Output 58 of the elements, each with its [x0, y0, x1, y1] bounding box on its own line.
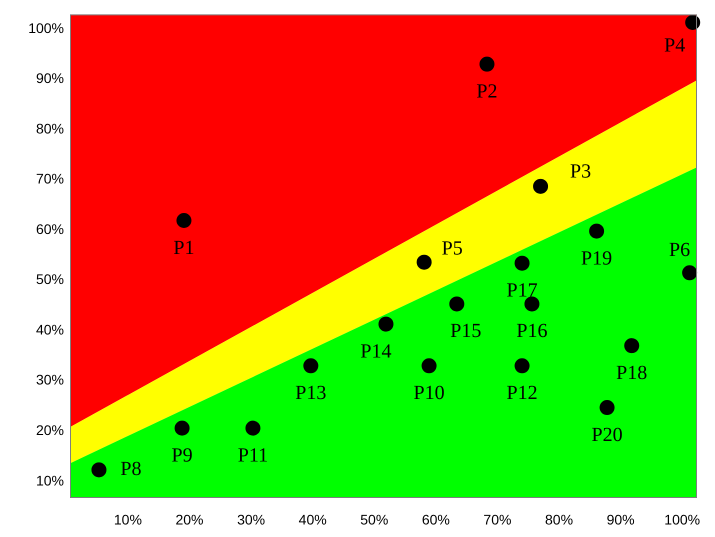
annotation: P1 [173, 236, 195, 259]
annotation: P13 [295, 382, 326, 404]
point [514, 256, 530, 271]
annotation: P3 [570, 160, 592, 183]
annotation: P5 [442, 237, 463, 260]
x-tick-label: 60% [422, 511, 450, 528]
annotation: P20 [592, 424, 623, 446]
point [91, 462, 106, 478]
point [624, 338, 640, 354]
point [685, 14, 700, 30]
annotation: P8 [120, 458, 142, 480]
annotation: P12 [506, 382, 538, 404]
point [378, 316, 394, 332]
point [422, 358, 437, 374]
annotation: P10 [414, 382, 445, 404]
annotation: P9 [172, 444, 193, 466]
point [589, 224, 604, 239]
annotation: P6 [669, 239, 690, 262]
x-tick-label: 100% [664, 511, 700, 528]
annotation: P14 [360, 340, 392, 362]
point [533, 178, 548, 194]
point [682, 265, 698, 280]
y-tick-label: 40% [36, 321, 64, 338]
point [174, 420, 190, 436]
point [176, 213, 192, 228]
annotation: P11 [238, 444, 268, 466]
annotation: P17 [506, 279, 538, 302]
y-tick-label: 30% [36, 372, 64, 388]
annotation: P16 [516, 320, 548, 342]
y-tick-label: 10% [36, 472, 64, 488]
annotation: P15 [450, 320, 482, 342]
point [449, 296, 464, 312]
y-tick-label: 60% [36, 220, 64, 237]
x-tick-label: 30% [237, 511, 266, 528]
point [416, 254, 432, 270]
x-tick-label: 90% [606, 511, 635, 528]
point [479, 56, 494, 72]
y-tick-label: 100% [28, 20, 64, 36]
annotation: P4 [664, 34, 686, 57]
y-tick-label: 50% [36, 271, 64, 288]
point [303, 358, 318, 374]
annotation: P18 [616, 362, 648, 384]
point [245, 420, 260, 436]
point [600, 400, 615, 416]
x-tick-label: 40% [298, 511, 327, 528]
y-tick-label: 90% [36, 70, 64, 86]
y-tick-label: 80% [36, 120, 64, 136]
point [524, 296, 540, 312]
annotation: P2 [476, 80, 498, 102]
x-tick-label: 80% [545, 511, 574, 528]
x-tick-label: 20% [175, 511, 204, 528]
y-tick-label: 20% [36, 422, 64, 438]
x-tick-label: 70% [483, 511, 512, 528]
x-tick-label: 10% [114, 511, 142, 528]
point [514, 358, 530, 374]
annotation: P19 [581, 247, 612, 270]
x-tick-label: 50% [360, 511, 388, 528]
y-tick-label: 70% [36, 170, 64, 187]
